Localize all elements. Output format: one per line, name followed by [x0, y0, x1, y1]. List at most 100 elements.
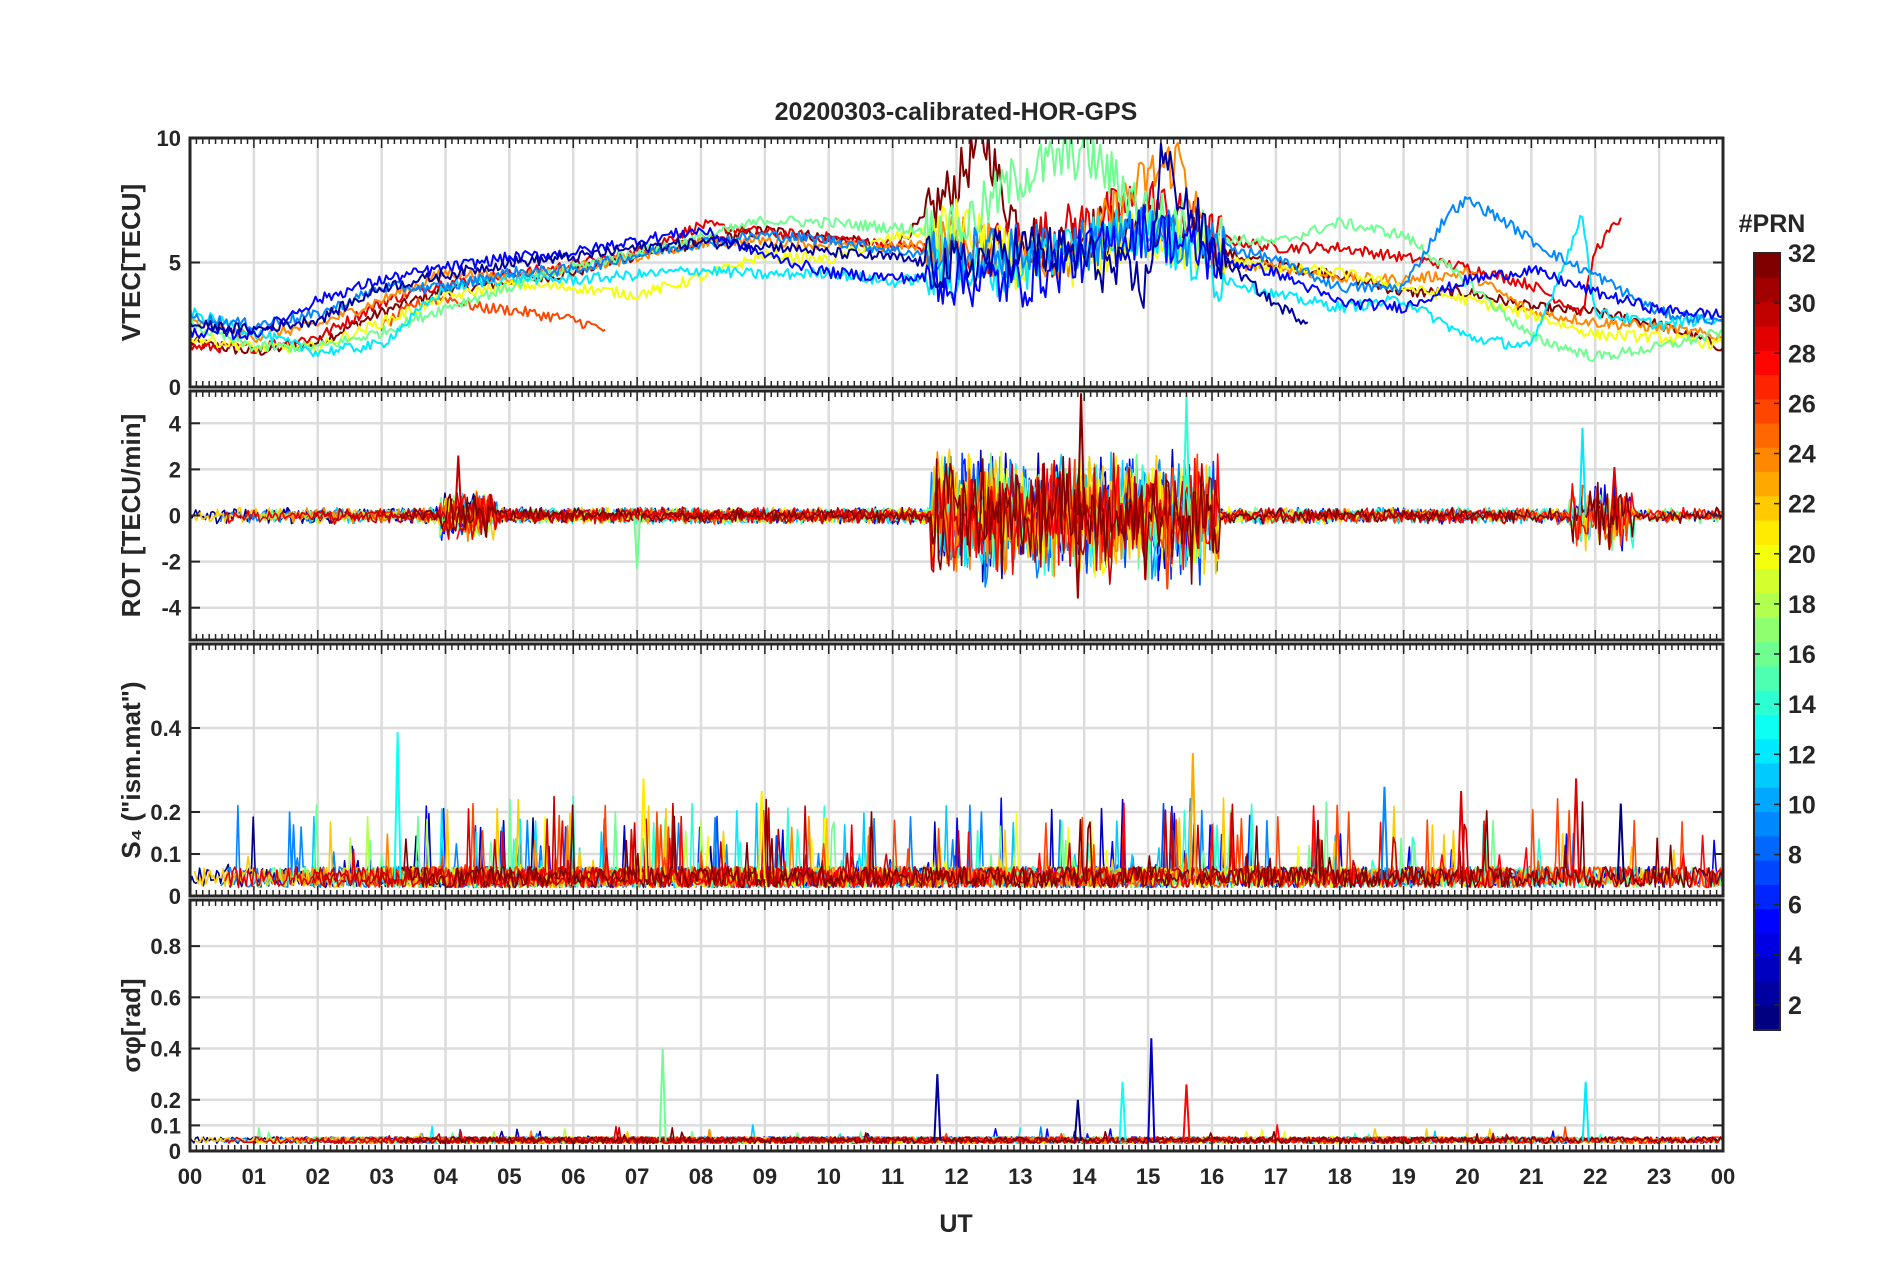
x-tick-label: 05: [497, 1164, 521, 1189]
colorbar-tick-label: 6: [1788, 892, 1802, 920]
colorbar-tick-label: 2: [1788, 992, 1802, 1020]
colorbar-swatch: [1754, 860, 1780, 885]
series-group: [190, 732, 1723, 889]
colorbar-swatch: [1754, 665, 1780, 691]
x-tick-label: 16: [1200, 1164, 1224, 1189]
colorbar-swatch: [1754, 690, 1780, 715]
panel-frame: [188, 642, 1725, 898]
x-tick-label: 07: [625, 1164, 649, 1189]
x-tick-label: 02: [306, 1164, 330, 1189]
x-tick-label: 04: [433, 1164, 458, 1189]
vtec-line-prn-29: [190, 181, 1622, 354]
sigma_phi-spike: [933, 1074, 942, 1141]
x-tick-label: 23: [1647, 1164, 1671, 1189]
x-tick-label: 17: [1264, 1164, 1288, 1189]
colorbar-swatch: [1754, 714, 1780, 740]
y-tick-label: 0.6: [150, 985, 181, 1010]
colorbar-tick-label: 16: [1788, 641, 1816, 669]
y-tick-label: 4: [169, 411, 182, 436]
vtec-line-prn-2: [190, 142, 1309, 335]
vtec-line-prn-24: [190, 141, 1723, 344]
x-tick-label: 22: [1583, 1164, 1607, 1189]
rot-line-prn-32: [399, 455, 1723, 585]
y-axis-label: ROT [TECU/min]: [116, 414, 146, 618]
colorbar-swatch: [1754, 884, 1780, 910]
colorbar-tick-label: 8: [1788, 842, 1802, 870]
colorbar-tick-label: 10: [1788, 791, 1816, 819]
y-axis-label: S₄ ("ism.mat"): [116, 681, 146, 858]
x-tick-label: 01: [242, 1164, 266, 1189]
sigma_phi-spike: [658, 1048, 667, 1141]
y-tick-label: -2: [161, 550, 181, 575]
colorbar-tick-label: 28: [1788, 340, 1816, 368]
rot-spike: [1578, 427, 1587, 516]
x-tick-label: 08: [689, 1164, 713, 1189]
rot-spike: [1610, 467, 1619, 516]
colorbar-tick-label: 14: [1788, 691, 1816, 719]
y-tick-label: 0.4: [150, 1037, 181, 1062]
sigma_phi-line-prn-32: [399, 1127, 1723, 1145]
s4-spike: [757, 790, 766, 880]
colorbar-swatch: [1754, 422, 1780, 448]
y-tick-label: 0.2: [150, 1088, 181, 1113]
panel-sigma_phi: 00.10.2 0.4 0.6 0.8σφ[rad]: [116, 898, 1725, 1164]
colorbar-frame: [1753, 252, 1781, 1031]
rot-spike: [1163, 515, 1172, 590]
panel-frame: [188, 898, 1725, 1153]
colorbar-swatch: [1754, 350, 1780, 376]
colorbar-swatch: [1754, 617, 1780, 643]
colorbar-swatch: [1754, 811, 1780, 837]
x-tick-label: 00: [178, 1164, 202, 1189]
colorbar-swatch: [1754, 471, 1780, 497]
colorbar-swatch: [1754, 301, 1780, 327]
y-tick-label: 5: [169, 251, 181, 276]
colorbar-tick-label: 18: [1788, 591, 1816, 619]
colorbar-swatch: [1754, 253, 1780, 278]
x-tick-label: 12: [944, 1164, 968, 1189]
panel-s4: 0 0.1 0.2 0.4S₄ ("ism.mat"): [116, 642, 1725, 909]
colorbar-swatch: [1754, 374, 1780, 400]
sigma_phi-spike: [1118, 1081, 1127, 1141]
series-group: [190, 138, 1723, 362]
y-tick-label: 0.4: [150, 716, 181, 741]
colorbar-tick-label: 20: [1788, 541, 1816, 569]
y-axis-label: VTEC[TECU]: [116, 184, 146, 341]
colorbar-tick-label: 32: [1788, 240, 1816, 268]
s4-spike: [1188, 753, 1197, 880]
y-tick-label: 0: [169, 375, 181, 400]
colorbar-swatch: [1754, 398, 1780, 424]
panel-rot: -4 -2 0 2 4 ROT [TECU/min]: [116, 389, 1725, 642]
rot-spike: [1073, 515, 1082, 599]
colorbar-swatch: [1754, 568, 1780, 594]
colorbar-swatch: [1754, 981, 1780, 1007]
colorbar-swatch: [1754, 957, 1780, 983]
sigma_phi-spike: [1182, 1084, 1191, 1141]
colorbar-swatch: [1754, 447, 1780, 473]
colorbar-tick-label: 22: [1788, 491, 1816, 519]
rot-spike: [454, 455, 463, 516]
colorbar-swatch: [1754, 738, 1780, 764]
s4-spike: [1380, 786, 1389, 880]
s4-spike: [639, 778, 648, 880]
rot-spike: [633, 515, 642, 569]
x-tick-label: 09: [753, 1164, 777, 1189]
colorbar-swatch: [1754, 932, 1780, 958]
colorbar-swatch: [1754, 544, 1780, 570]
colorbar-swatch: [1754, 762, 1780, 788]
colorbar-swatch: [1754, 908, 1780, 934]
colorbar-swatch: [1754, 1005, 1780, 1031]
colorbar-tick-label: 4: [1788, 942, 1802, 970]
y-tick-label: 0.2: [150, 800, 181, 825]
series-group: [190, 393, 1723, 599]
x-tick-label: 06: [561, 1164, 585, 1189]
y-tick-label: 0.1: [150, 1113, 181, 1138]
y-tick-label: 0: [169, 504, 181, 529]
colorbar-tick-label: 30: [1788, 290, 1816, 318]
y-axis-label: σφ[rad]: [116, 978, 146, 1072]
chart-title: 20200303-calibrated-HOR-GPS: [775, 98, 1138, 126]
colorbar-swatch: [1754, 325, 1780, 351]
x-tick-label: 00: [1711, 1164, 1735, 1189]
x-tick-label: 13: [1008, 1164, 1032, 1189]
